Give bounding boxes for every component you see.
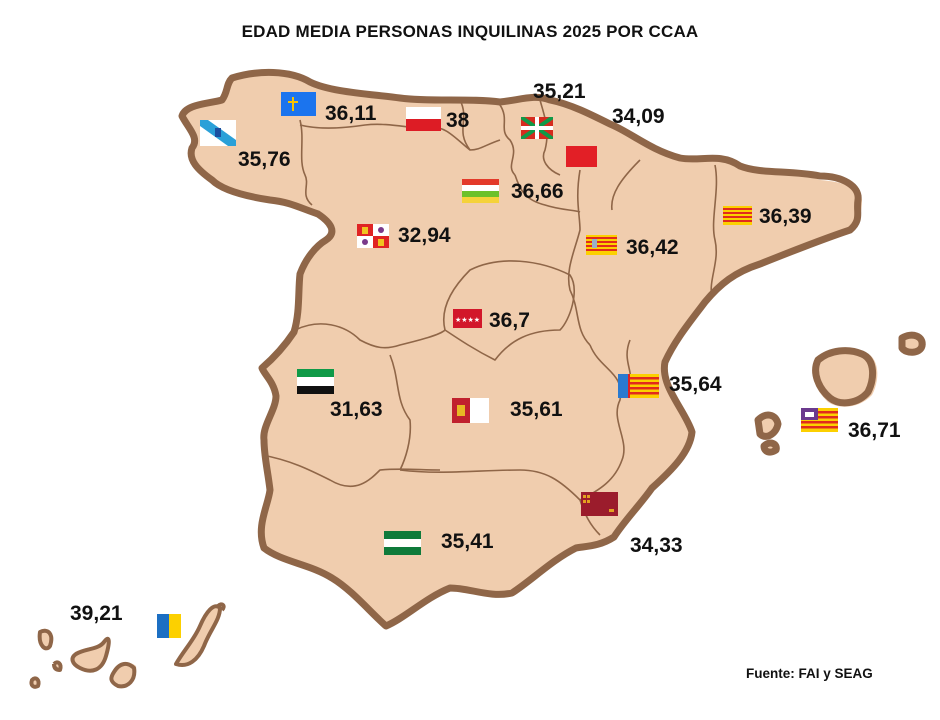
galicia-flag [200,120,236,146]
baleares-flag [801,408,838,432]
canarias-flag [157,614,181,638]
value-galicia: 35,76 [238,148,291,171]
value-pais-vasco: 35,21 [533,80,586,103]
value-navarra: 34,09 [612,105,665,128]
madrid-flag: ★★★★ [453,309,482,328]
coastline [178,68,926,630]
value-andalucia: 35,41 [441,530,494,553]
andalucia-flag [384,531,421,555]
rioja-flag [462,179,499,203]
murcia-flag [581,492,618,516]
castilla-la-mancha-flag [452,398,489,423]
svg-text:★★★★: ★★★★ [455,316,480,324]
value-canarias: 39,21 [70,602,123,625]
basque-flag [521,117,553,139]
value-castilla-leon: 32,94 [398,224,451,247]
value-valencia: 35,64 [669,373,722,396]
catalonia-flag [723,206,752,225]
source-note: Fuente: FAI y SEAG [746,666,873,681]
aragon-flag [586,235,617,255]
value-la-rioja: 36,66 [511,180,564,203]
region-borders [261,99,718,536]
value-castilla-la-mancha: 35,61 [510,398,563,421]
land-fill [30,70,926,689]
navarra-flag [566,146,597,167]
castilla-leon-flag [357,224,389,248]
extremadura-flag [297,369,334,394]
asturias-flag [281,92,316,116]
value-asturias: 36,11 [325,102,377,125]
value-aragon: 36,42 [626,236,679,259]
value-extremadura: 31,63 [330,398,383,421]
value-cantabria: 38 [446,109,470,132]
canary-outline [29,602,226,689]
cantabria-flag [406,107,441,131]
value-murcia: 34,33 [630,534,683,557]
value-cataluna: 36,39 [759,205,812,228]
map-title: EDAD MEDIA PERSONAS INQUILINAS 2025 POR … [241,22,699,41]
valencia-flag [618,374,659,398]
value-baleares: 36,71 [848,419,901,442]
value-madrid: 36,7 [489,309,530,332]
